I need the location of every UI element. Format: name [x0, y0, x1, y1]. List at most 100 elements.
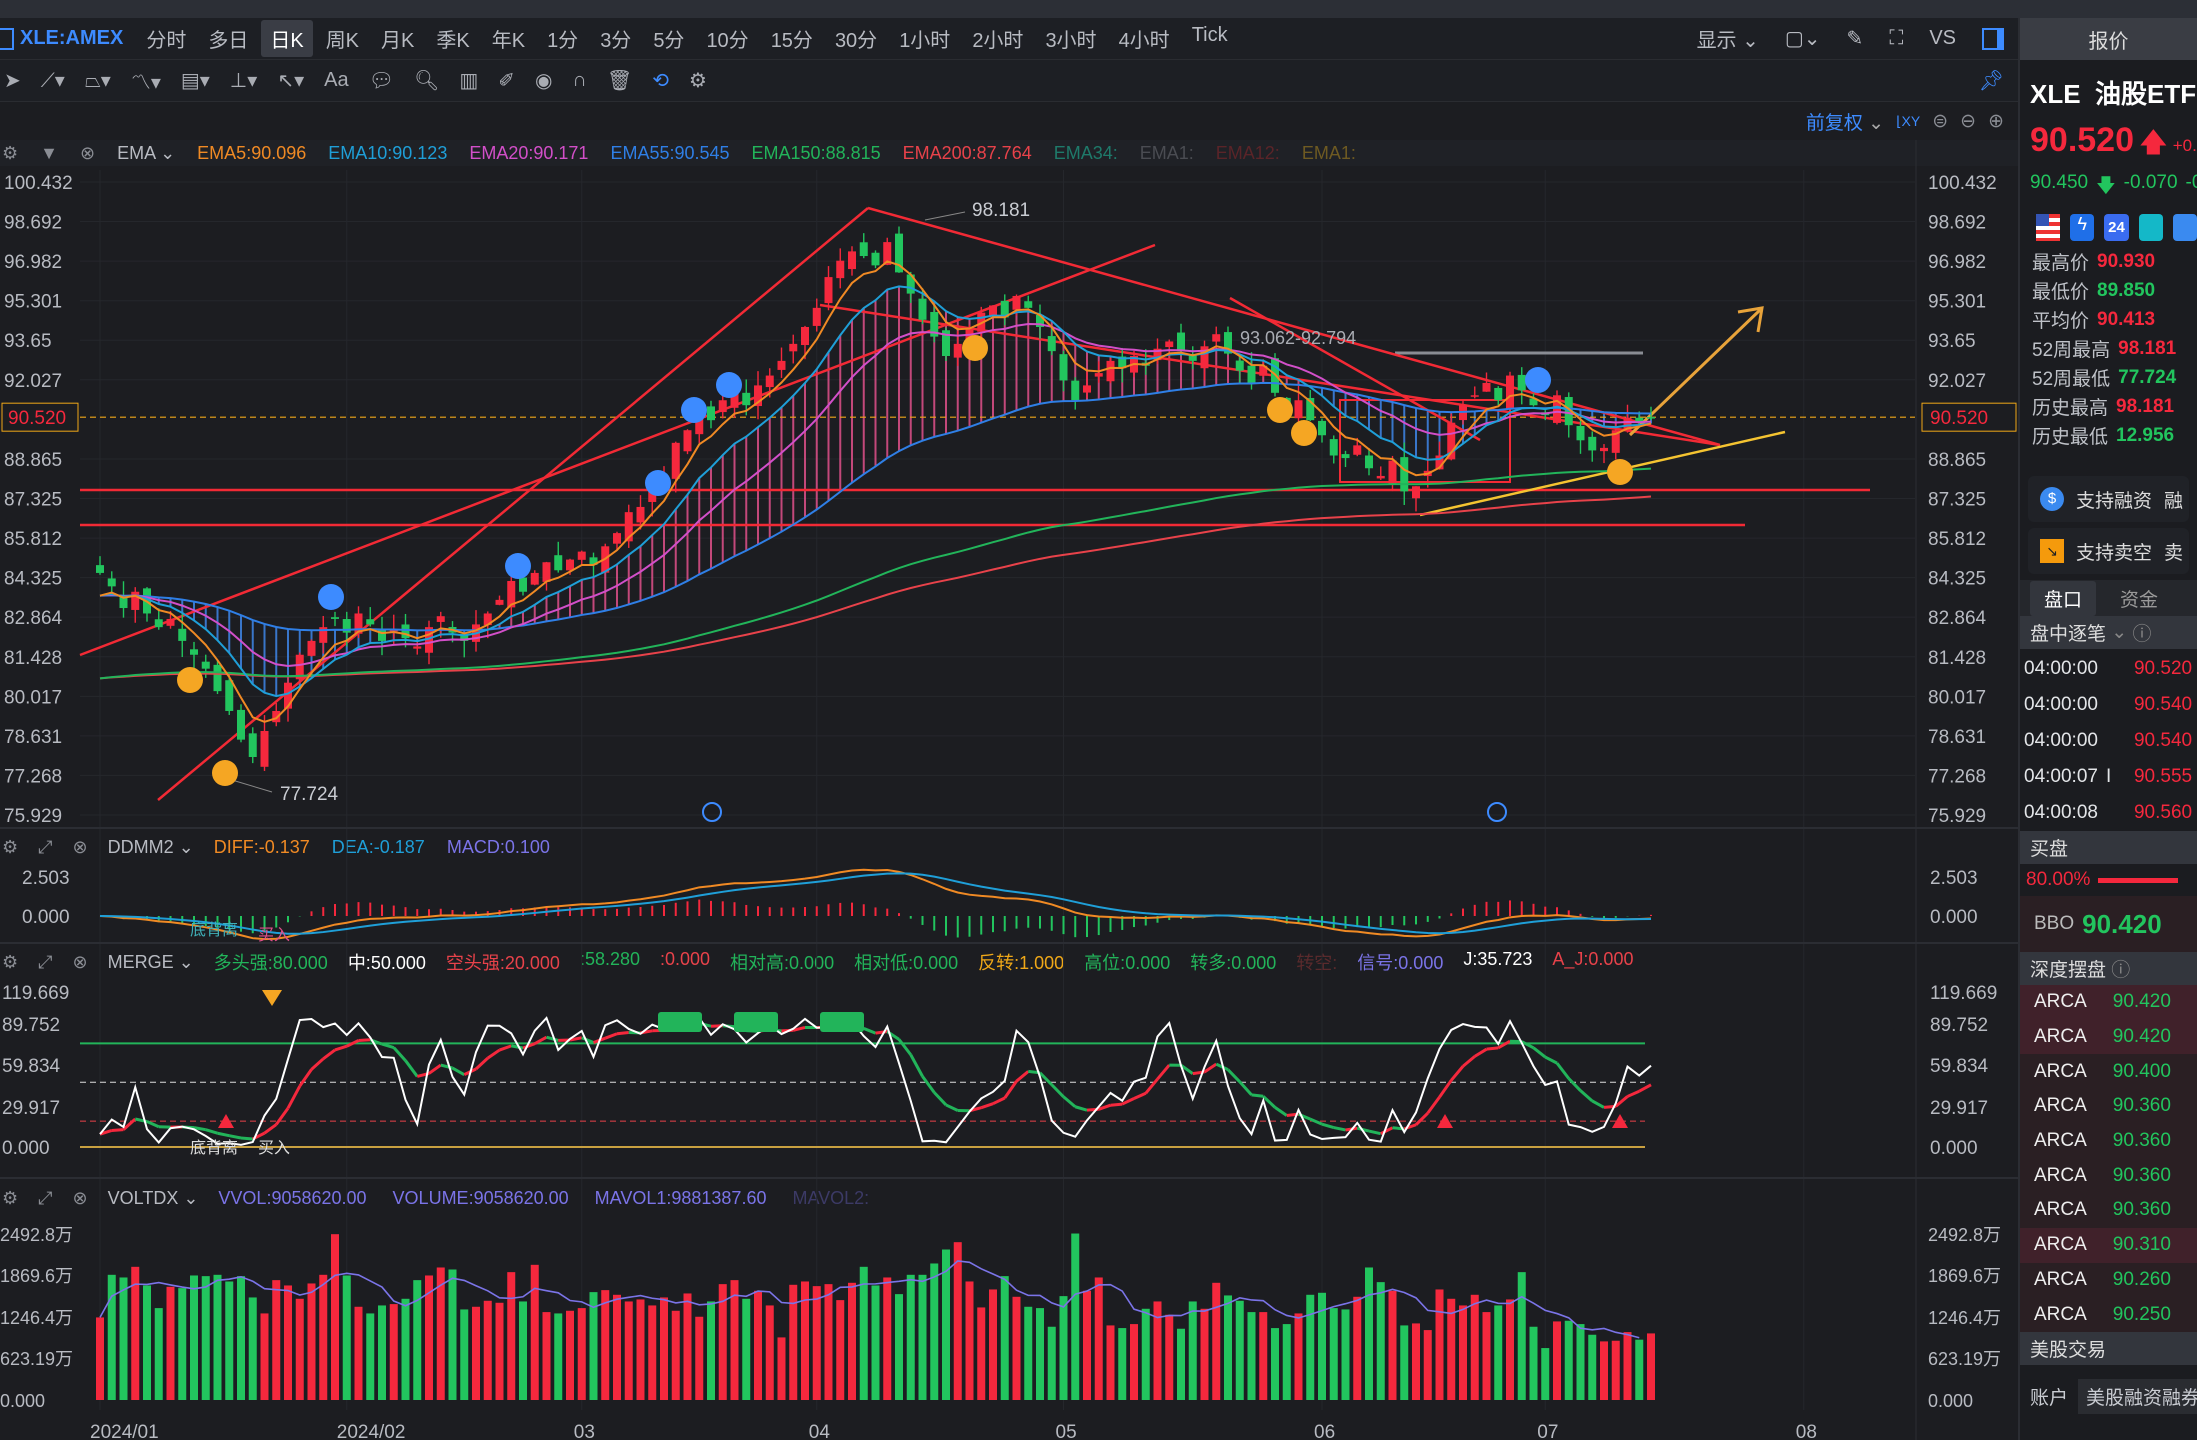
- gear-icon[interactable]: ⚙: [2, 951, 19, 972]
- margin-support[interactable]: $ 支持融资融: [2028, 476, 2189, 522]
- zoom-in-icon[interactable]: ⊕: [1988, 110, 2004, 132]
- close-indicator-icon[interactable]: ⊗: [72, 1187, 88, 1208]
- vertical-tool-icon[interactable]: ⊥▾: [229, 70, 258, 92]
- gear-icon[interactable]: ⚙: [2, 836, 19, 857]
- indicator-select[interactable]: VOLTDX ⌄: [107, 1187, 199, 1208]
- expand-icon[interactable]: ⤢: [38, 836, 53, 857]
- depth-price: 90.250: [2112, 1303, 2171, 1325]
- fib-tool-icon[interactable]: ▤▾: [180, 70, 210, 92]
- settings-icon[interactable]: ⚙: [689, 70, 707, 92]
- tab-orderbook[interactable]: 盘口: [2030, 580, 2097, 616]
- trend-osc-segment: [1050, 1083, 1065, 1098]
- magnifier-icon[interactable]: 🔍︎: [413, 70, 440, 92]
- pin-icon[interactable]: 📌︎: [1978, 70, 2004, 92]
- collapse-icon[interactable]: ⊜: [1932, 110, 1949, 132]
- account-select[interactable]: 美股融资融券: [2078, 1378, 2197, 1414]
- line-tool-icon[interactable]: ⟋▾: [40, 70, 65, 92]
- trend-osc-segment: [1262, 1095, 1277, 1109]
- vs-button[interactable]: VS: [1929, 27, 1956, 49]
- price-tick-right: 84.325: [1928, 569, 1986, 590]
- panel-toggle-icon[interactable]: [1982, 27, 2004, 50]
- price-tick-left: 88.865: [4, 450, 62, 471]
- help-icon[interactable]: ⓘ: [2111, 960, 2131, 981]
- candle-body: [1600, 447, 1608, 452]
- close-indicator-icon[interactable]: ⊗: [79, 142, 96, 163]
- indicator-select[interactable]: EMA ⌄: [117, 142, 176, 163]
- close-indicator-icon[interactable]: ⊗: [72, 836, 88, 857]
- volume-bar: [671, 1310, 680, 1400]
- quote-tab[interactable]: 报价: [2020, 18, 2197, 60]
- magnet-icon[interactable]: ∩: [572, 69, 587, 91]
- cursor-icon[interactable]: ➤: [4, 70, 21, 92]
- timeframe-12[interactable]: 30分: [834, 30, 878, 52]
- arrow-tool-icon[interactable]: ↖▾: [277, 70, 305, 92]
- polyline-tool-icon[interactable]: ⏢▾: [84, 70, 111, 92]
- volume-bar: [1083, 1290, 1091, 1400]
- timeframe-10[interactable]: 10分: [706, 30, 749, 52]
- volume-bar: [354, 1306, 363, 1400]
- chart-canvas[interactable]: 100.432 100.432 98.692 98.692 96.982 96.982 95…: [0, 0, 2018, 1440]
- expand-icon[interactable]: ⤢: [38, 951, 53, 972]
- up-arrow-icon: 🡅︎: [2140, 127, 2167, 157]
- timeframe-17[interactable]: Tick: [1191, 24, 1228, 46]
- buy-triangle: [1437, 1114, 1453, 1128]
- adjust-select[interactable]: 前复权 ⌄: [1805, 112, 1885, 134]
- collapse-down-icon[interactable]: ▼: [40, 142, 58, 163]
- timeframe-1[interactable]: 多日: [208, 30, 249, 52]
- volume-bar: [460, 1309, 469, 1400]
- timeframe-4[interactable]: 月K: [381, 30, 415, 52]
- tick-row: 04:00:08 90.560: [2020, 795, 2197, 831]
- text-tool-icon[interactable]: Aa: [324, 69, 349, 91]
- layout-square-icon[interactable]: ▢⌄: [1784, 28, 1821, 50]
- timeframe-6[interactable]: 年K: [491, 30, 526, 52]
- timeframe-15[interactable]: 3小时: [1045, 30, 1097, 52]
- legend-item: 转空:: [1296, 953, 1338, 973]
- volume-bar: [1576, 1324, 1585, 1400]
- brush-icon[interactable]: ✐: [498, 70, 516, 92]
- timeframe-2[interactable]: 日K: [261, 20, 313, 57]
- timeframe-5[interactable]: 季K: [436, 30, 470, 52]
- sync-icon[interactable]: ⟲: [652, 70, 670, 92]
- display-menu[interactable]: 显示 ⌄: [1696, 30, 1759, 52]
- stat-label: 历史最高: [2032, 398, 2109, 419]
- short-support[interactable]: ↘ 支持卖空卖: [2028, 528, 2189, 574]
- pen-icon[interactable]: ✎: [1846, 28, 1864, 50]
- candle-body: [248, 733, 257, 757]
- zoom-out-icon[interactable]: ⊖: [1960, 110, 1977, 132]
- symbol-label[interactable]: XLE:AMEX: [20, 27, 124, 49]
- candle-body: [1635, 417, 1644, 423]
- comment-icon[interactable]: 💬︎: [368, 70, 394, 92]
- timeframe-16[interactable]: 4小时: [1118, 30, 1170, 52]
- fullscreen-icon[interactable]: ⛶: [1889, 27, 1904, 49]
- trash-icon[interactable]: 🗑︎: [606, 70, 633, 92]
- merge-axis-left: 119.669: [2, 983, 69, 1004]
- indicator-select[interactable]: DDMM2 ⌄: [107, 836, 194, 857]
- timeframe-9[interactable]: 5分: [653, 30, 685, 52]
- volume-bar: [613, 1294, 621, 1400]
- timeframe-8[interactable]: 3分: [600, 30, 632, 52]
- tab-funds[interactable]: 资金: [2120, 589, 2159, 611]
- volume-bar: [1553, 1321, 1561, 1400]
- wave-tool-icon[interactable]: 〽▾: [130, 72, 161, 94]
- dollar-badge-icon: [2172, 214, 2197, 241]
- trend-osc-segment: [746, 1029, 759, 1033]
- indicator-select[interactable]: MERGE ⌄: [107, 951, 194, 972]
- margin-label: 支持融资: [2076, 490, 2153, 512]
- timeframe-14[interactable]: 2小时: [972, 30, 1024, 52]
- eye-icon[interactable]: ◉: [535, 70, 553, 92]
- timeframe-3[interactable]: 周K: [325, 30, 360, 52]
- expand-icon[interactable]: ⤢: [38, 1187, 53, 1208]
- signal-cluster: [820, 1012, 864, 1032]
- trend-osc-segment: [228, 1134, 242, 1140]
- candle-tool-icon[interactable]: ▥: [459, 70, 479, 92]
- layout-icon[interactable]: [0, 27, 14, 50]
- gear-icon[interactable]: ⚙: [2, 142, 19, 163]
- timeframe-7[interactable]: 1分: [547, 30, 579, 52]
- timeframe-11[interactable]: 15分: [770, 30, 813, 52]
- gear-icon[interactable]: ⚙: [2, 1187, 19, 1208]
- timeframe-13[interactable]: 1小时: [899, 30, 951, 52]
- close-indicator-icon[interactable]: ⊗: [72, 951, 88, 972]
- timeframe-0[interactable]: 分时: [146, 30, 187, 52]
- ticks-header[interactable]: 盘中逐笔 ⌄ ⓘ: [2020, 616, 2197, 649]
- xy-axis-icon[interactable]: ⌊XY: [1896, 112, 1921, 129]
